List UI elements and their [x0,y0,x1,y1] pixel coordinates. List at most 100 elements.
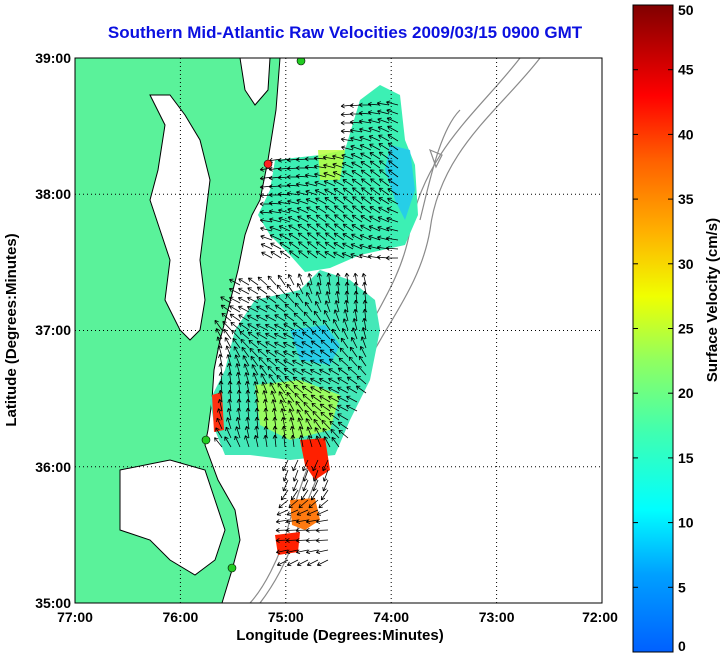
velocity-arrow [288,233,300,241]
velocity-arrow [286,283,295,295]
velocity-arrow [288,241,300,250]
velocity-arrow [214,319,223,331]
velocity-arrow [254,416,260,430]
velocity-arrow [351,170,363,178]
colorbar-tick-label: 5 [678,579,686,595]
velocity-arrow [369,206,381,214]
velocity-arrow [322,479,329,492]
velocity-arrow [360,336,367,349]
velocity-arrow [237,296,250,304]
velocity-arrow [302,321,313,331]
velocity-arrow [297,224,309,232]
velocity-arrow [269,217,282,223]
velocity-arrow [263,434,269,448]
velocity-arrow [359,243,372,250]
velocity-arrow [279,399,286,412]
velocity-arrow [376,101,390,106]
velocity-arrow [238,322,250,331]
velocity-arrow [315,538,329,543]
velocity-arrow [337,404,349,412]
velocity-arrow [286,391,295,403]
velocity-arrow [377,235,390,241]
velocity-arrow [386,226,399,232]
colorbar-tick-label: 30 [678,256,694,272]
velocity-arrow [324,197,336,205]
velocity-arrow [310,394,322,403]
chart-title: Southern Mid-Atlantic Raw Velocities 200… [108,23,583,42]
velocity-arrow [256,340,268,349]
velocity-arrow [343,205,354,214]
velocity-arrow [347,366,358,376]
velocity-arrow [247,296,259,304]
velocity-arrow [290,434,296,448]
velocity-arrow [234,354,241,367]
velocity-arrow [346,395,358,403]
velocity-arrow [358,355,367,367]
velocity-arrow [377,109,390,115]
velocity-arrow [274,323,286,331]
velocity-arrow [351,205,363,214]
y-tick-label: 38:00 [35,186,71,202]
velocity-arrow [221,312,232,322]
velocity-arrow [298,426,304,439]
velocity-arrow [388,160,399,169]
velocity-arrow [260,243,273,250]
velocity-arrow [269,382,277,394]
velocity-arrow [319,403,331,412]
velocity-arrow [235,416,241,430]
velocity-arrow [305,538,319,543]
velocity-arrow [222,320,232,331]
velocity-arrow [305,519,319,524]
velocity-arrow [253,434,259,448]
velocity-arrow [306,509,319,516]
colorbar: 0 5 10 15 20 25 30 35 40 45 50 Surface Velocity (c… [632,2,721,654]
velocity-arrow [350,136,363,142]
velocity-arrow [297,232,309,241]
velocity-arrow [240,338,250,349]
velocity-arrow [313,418,322,430]
velocity-arrow [280,489,289,501]
velocity-arrow [361,273,367,286]
velocity-arrow [306,426,313,439]
velocity-arrow [281,434,287,448]
velocity-arrow [257,348,268,358]
velocity-arrow [296,207,309,214]
velocity-arrow [343,196,354,205]
velocity-arrow [292,322,304,331]
velocity-arrow [297,273,304,286]
velocity-arrow [320,339,331,349]
velocity-arrow [296,190,309,196]
velocity-arrow [256,332,268,340]
velocity-arrow [385,255,399,261]
velocity-arrow [298,250,309,259]
x-tick-label: 72:00 [582,609,618,625]
velocity-arrow [261,251,273,259]
velocity-arrow [295,519,309,524]
velocity-arrow [328,395,340,403]
velocity-arrow [369,187,381,196]
velocity-arrow [305,418,313,430]
delaware-bay [239,58,271,106]
velocity-arrow [333,232,345,241]
velocity-arrow [294,302,304,313]
velocity-arrow [342,214,354,223]
x-tick-label: 74:00 [373,609,409,625]
velocity-arrow [293,384,304,394]
velocity-arrow [320,411,331,421]
velocity-arrow [349,346,358,358]
velocity-arrow [337,421,349,430]
velocity-arrow [287,216,300,223]
velocity-arrow [287,400,295,412]
velocity-arrow [267,365,277,376]
velocity-arrow [230,321,241,331]
velocity-arrow [353,308,358,322]
velocity-arrow [360,205,372,214]
velocity-arrow [260,373,268,385]
velocity-arrow [313,310,322,322]
velocity-arrow [342,242,354,250]
velocity-arrow [334,205,345,214]
velocity-arrow [224,436,232,448]
velocity-arrow [324,205,336,214]
velocity-arrow [266,285,277,295]
